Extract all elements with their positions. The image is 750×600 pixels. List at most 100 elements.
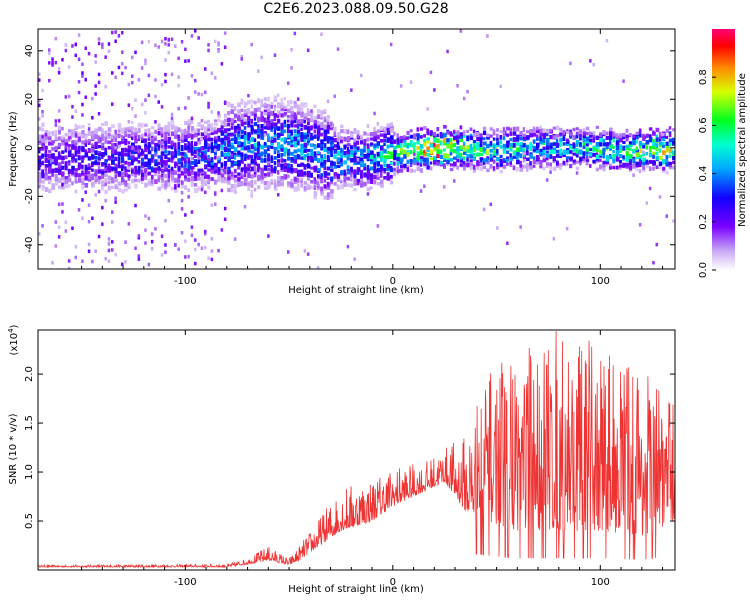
- heatmap-cell: [549, 155, 553, 159]
- heatmap-noise-cell: [589, 59, 592, 63]
- heatmap-cell: [174, 144, 177, 150]
- heatmap-cell: [582, 133, 586, 139]
- heatmap-cell: [433, 160, 437, 165]
- heatmap-noise-cell: [154, 78, 157, 82]
- heatmap-cell: [433, 135, 437, 140]
- heatmap-cell: [257, 124, 260, 128]
- heatmap-cell: [296, 119, 301, 125]
- heatmap-cell: [532, 159, 537, 165]
- heatmap-noise-cell: [290, 66, 293, 70]
- heatmap-cell: [522, 135, 527, 140]
- heatmap-cell: [101, 180, 105, 186]
- heatmap-noise-cell: [373, 111, 376, 116]
- heatmap-cell: [326, 192, 330, 198]
- heatmap-cell: [111, 153, 115, 159]
- heatmap-cell: [101, 152, 105, 157]
- heatmap-noise-cell: [144, 111, 147, 115]
- heatmap-cell: [64, 176, 69, 179]
- heatmap-cell: [293, 141, 297, 145]
- heatmap-cell: [585, 141, 589, 147]
- heatmap-cell: [296, 124, 300, 129]
- heatmap-cell: [542, 146, 546, 151]
- heatmap-cell: [253, 100, 257, 105]
- heatmap-cell: [293, 112, 297, 118]
- heatmap-cell: [672, 156, 675, 160]
- heatmap-cell: [479, 148, 483, 153]
- heatmap-cell: [645, 164, 649, 169]
- heatmap-cell: [609, 143, 613, 149]
- heatmap-cell: [668, 138, 673, 143]
- heatmap-cell: [204, 142, 208, 148]
- heatmap-cell: [260, 157, 263, 162]
- heatmap-cell: [519, 144, 524, 148]
- heatmap-cell: [180, 136, 184, 140]
- heatmap-cell: [615, 133, 619, 138]
- heatmap-cell: [124, 153, 128, 157]
- heatmap-cell: [662, 137, 666, 142]
- heatmap-cell: [443, 142, 447, 146]
- heatmap-cell: [184, 160, 187, 164]
- heatmap-cell: [516, 154, 519, 160]
- heatmap-noise-cell: [38, 99, 41, 103]
- heatmap-cell: [396, 155, 401, 161]
- heatmap-cell: [589, 131, 592, 136]
- heatmap-cell: [393, 140, 396, 144]
- heatmap-cell: [529, 164, 533, 169]
- heatmap-cell: [360, 148, 364, 154]
- heatmap-cell: [190, 145, 194, 150]
- heatmap-cell: [509, 127, 512, 133]
- heatmap-cell: [333, 131, 336, 136]
- heatmap-cell: [57, 165, 62, 170]
- heatmap-noise-cell: [200, 137, 204, 142]
- heatmap-cell: [150, 166, 154, 172]
- heatmap-cell: [519, 167, 524, 172]
- heatmap-noise-cell: [38, 103, 41, 108]
- heatmap-cell: [187, 127, 190, 133]
- heatmap-cell: [74, 172, 78, 178]
- heatmap-cell: [137, 151, 141, 157]
- heatmap-cell: [306, 111, 311, 117]
- heatmap-cell: [502, 164, 507, 169]
- heatmap-cell: [565, 138, 569, 142]
- heatmap-noise-cell: [366, 192, 370, 196]
- heatmap-cell: [406, 131, 410, 136]
- heatmap-cell: [638, 144, 642, 149]
- heatmap-noise-cell: [217, 43, 220, 47]
- heatmap-cell: [293, 100, 297, 105]
- heatmap-cell: [366, 179, 371, 184]
- heatmap-cell: [243, 157, 247, 161]
- heatmap-cell: [67, 152, 72, 158]
- heatmap-cell: [127, 141, 131, 145]
- heatmap-cell: [131, 127, 134, 132]
- heatmap-cell: [502, 127, 506, 132]
- heatmap-cell: [250, 189, 253, 195]
- heatmap-cell: [350, 183, 354, 188]
- heatmap-cell: [237, 143, 241, 148]
- heatmap-cell: [615, 135, 620, 140]
- heatmap-cell: [230, 161, 235, 167]
- heatmap-cell: [539, 128, 543, 133]
- heatmap-cell: [393, 154, 397, 159]
- heatmap-cell: [144, 129, 148, 133]
- heatmap-noise-cell: [140, 134, 144, 138]
- heatmap-cell: [323, 166, 327, 171]
- heatmap-cell: [373, 143, 377, 148]
- heatmap-cell: [101, 186, 104, 191]
- heatmap-cell: [273, 156, 277, 160]
- heatmap-cell: [413, 160, 417, 166]
- heatmap-cell: [263, 109, 267, 113]
- heatmap-cell: [87, 174, 92, 180]
- heatmap-cell: [101, 128, 104, 134]
- heatmap-noise-cell: [131, 74, 134, 78]
- heatmap-cell: [38, 174, 41, 179]
- heatmap-cell: [187, 121, 192, 126]
- heatmap-cell: [247, 140, 251, 145]
- heatmap-cell: [366, 132, 371, 137]
- heatmap-cell: [502, 158, 506, 162]
- heatmap-cell: [217, 167, 221, 172]
- heatmap-cell: [326, 129, 330, 134]
- heatmap-noise-cell: [164, 42, 167, 46]
- heatmap-cell: [320, 154, 323, 159]
- heatmap-noise-cell: [87, 170, 91, 175]
- heatmap-cell: [187, 171, 191, 176]
